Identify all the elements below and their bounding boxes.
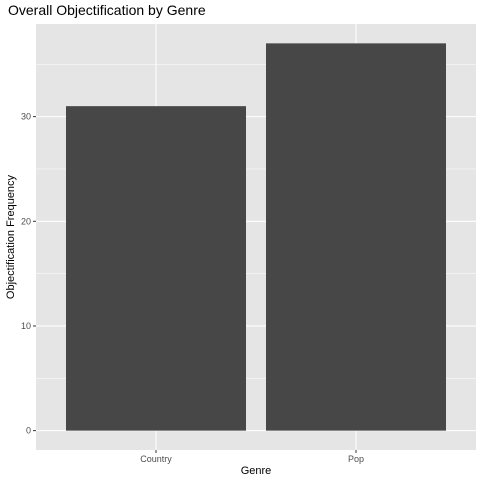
x-tick-label: Country (140, 454, 172, 464)
x-axis-title: Genre (241, 465, 272, 477)
y-axis-title: Objectification Frequency (5, 174, 17, 299)
x-tick-label: Pop (348, 454, 364, 464)
bars (66, 43, 446, 431)
y-axis: 0 10 20 30 (21, 112, 36, 436)
y-tick-label: 10 (21, 321, 31, 331)
y-tick-label: 20 (21, 216, 31, 226)
y-tick-label: 0 (26, 426, 31, 436)
x-axis: Country Pop (140, 450, 364, 464)
bar-country (66, 106, 246, 431)
bar-pop (266, 43, 446, 431)
chart-title: Overall Objectification by Genre (8, 2, 206, 18)
y-tick-label: 30 (21, 112, 31, 122)
